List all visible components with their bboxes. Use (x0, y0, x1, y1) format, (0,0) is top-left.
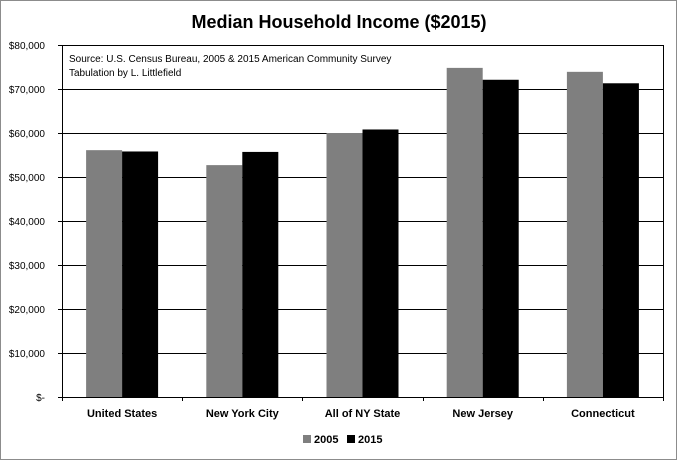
legend: 2005 2015 (303, 434, 382, 446)
x-category-label: New Jersey (452, 408, 513, 420)
bars (86, 67, 639, 398)
chart-title: Median Household Income ($2015) (191, 12, 486, 32)
legend-swatch-2005 (303, 435, 311, 443)
bar-2015-3 (482, 79, 519, 397)
legend-label-2015: 2015 (358, 434, 382, 446)
plot-area-border (62, 45, 664, 398)
y-tick-label: $20,000 (9, 305, 46, 316)
bar-2005-1 (206, 165, 243, 397)
axis-labels: $- $10,000 $20,000 $30,000 $40,000 $50,000 $60… (9, 41, 635, 420)
source-line: Source: U.S. Census Bureau, 2005 & 2015 … (69, 54, 391, 65)
bar-2005-0 (86, 150, 123, 397)
x-category-label: All of NY State (325, 408, 401, 420)
tabulation-line: Tabulation by L. Littlefield (69, 68, 181, 79)
y-tick-label: $10,000 (9, 349, 46, 360)
bar-2005-4 (566, 71, 603, 397)
bar-2005-3 (446, 67, 483, 397)
y-tick-label: $50,000 (9, 173, 46, 184)
legend-swatch-2015 (347, 435, 355, 443)
source-annotation: Source: U.S. Census Bureau, 2005 & 2015 … (69, 54, 391, 79)
legend-label-2005: 2005 (314, 434, 338, 446)
y-tick-label: $70,000 (9, 85, 46, 96)
bar-2015-1 (242, 151, 279, 397)
x-category-label: Connecticut (571, 408, 635, 420)
y-tick-label: $80,000 (9, 41, 46, 52)
bar-2005-2 (326, 133, 363, 397)
x-category-label: New York City (206, 408, 280, 420)
bar-2015-4 (602, 83, 639, 397)
axes (58, 45, 664, 401)
y-tick-label: $- (36, 393, 45, 404)
y-tick-label: $60,000 (9, 129, 46, 140)
bar-2015-2 (362, 129, 399, 398)
bar-2015-0 (122, 151, 159, 397)
x-category-label: United States (87, 408, 157, 420)
y-tick-label: $30,000 (9, 261, 46, 272)
y-tick-label: $40,000 (9, 217, 46, 228)
